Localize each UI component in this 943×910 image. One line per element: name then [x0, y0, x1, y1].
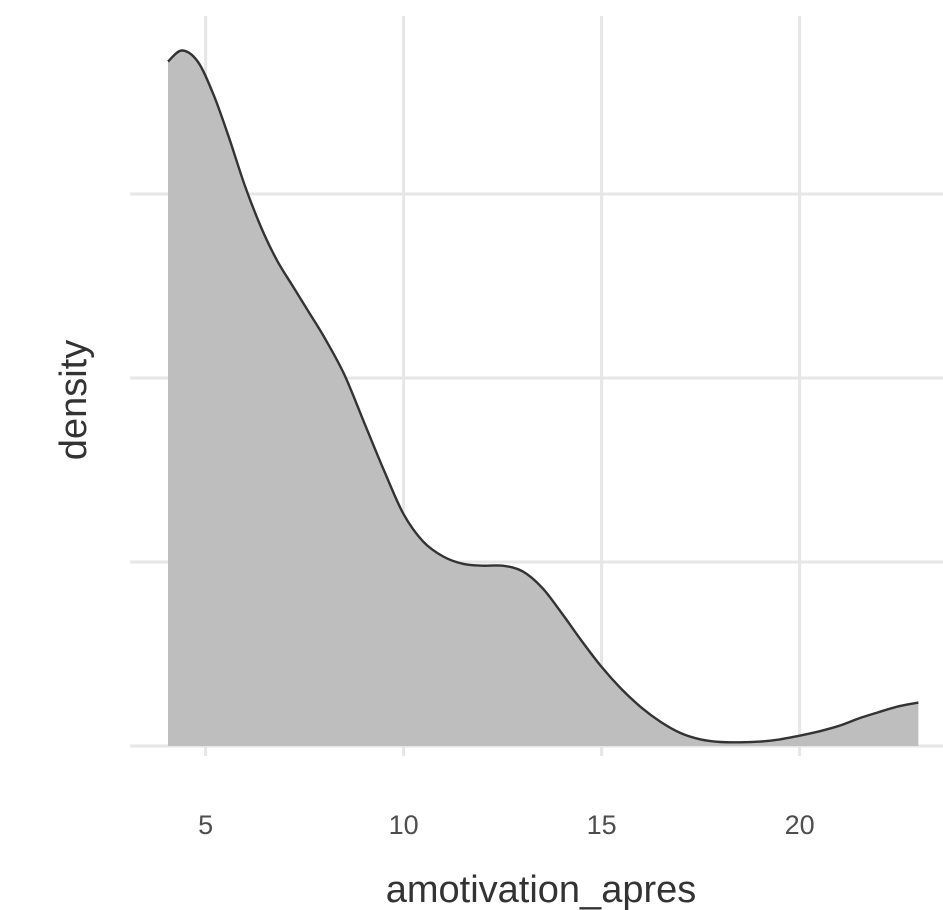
density-area [168, 50, 919, 746]
density-curve [167, 49, 919, 744]
x-tick-label: 15 [587, 810, 617, 840]
y-axis-title: density [53, 340, 95, 460]
x-axis-title: amotivation_apres [386, 869, 697, 910]
x-tick-label: 10 [389, 810, 419, 840]
x-tick-label: 5 [198, 810, 213, 840]
x-axis-tick-labels: 5 10 15 20 [198, 810, 815, 840]
x-tick-label: 20 [785, 810, 815, 840]
